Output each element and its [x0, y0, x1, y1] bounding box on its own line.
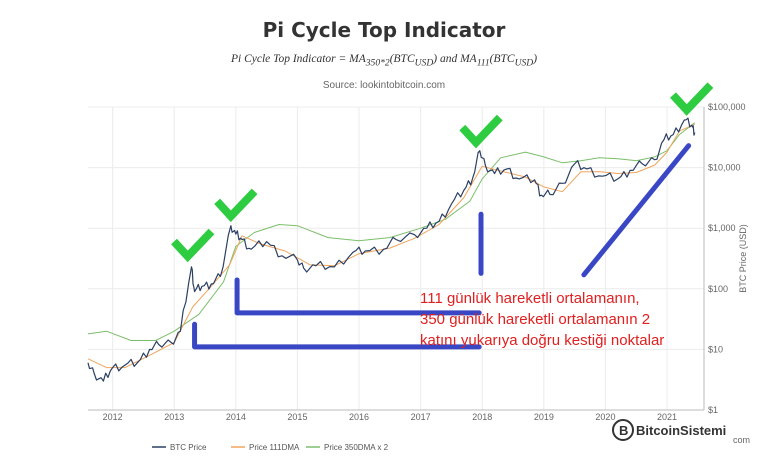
check-icon — [171, 228, 215, 263]
annotation-text: 111 günlük hareketli ortalamanın, 350 gün… — [420, 290, 664, 349]
x-tick-label: 2018 — [472, 412, 492, 422]
y-axis-label-group: BTC Price (USD) — [738, 224, 748, 293]
axes: $1 $10 $100 $1,000 $10,000 $100,000 2012 2013 20… — [88, 102, 746, 422]
legend-label: Price 111DMA — [249, 443, 300, 452]
legend-label: BTC Price — [170, 443, 207, 452]
x-tick-label: 2014 — [226, 412, 246, 422]
pointer-line — [192, 321, 482, 350]
y-tick-label: $100 — [708, 284, 728, 294]
watermark-text: BitcoinSistemi — [636, 423, 726, 438]
annotation-line: 350 günlük hareketli ortalamanın 2 — [420, 311, 650, 328]
x-tick-label: 2016 — [349, 412, 369, 422]
legend-label: Price 350DMA x 2 — [324, 443, 389, 452]
series-line-price-350dma-x2 — [87, 122, 696, 341]
pointer-line — [581, 143, 692, 278]
bitcoin-logo-glyph: B — [619, 423, 628, 438]
x-tick-label: 2015 — [287, 412, 307, 422]
y-tick-label: $1 — [708, 405, 718, 415]
series-line-price-111dma — [87, 123, 696, 369]
annotation-line: katını yukarıya doğru kestiği noktalar — [420, 332, 664, 349]
series-lines — [87, 117, 696, 382]
source-line: Source: lookintobitcoin.com — [322, 80, 446, 91]
watermark-sub: com — [733, 435, 750, 445]
check-icon — [214, 188, 258, 223]
pointer-line — [234, 277, 482, 316]
x-tick-label: 2017 — [411, 412, 431, 422]
watermark: B BitcoinSistemi com — [612, 419, 750, 445]
y-tick-label: $10 — [708, 344, 723, 354]
y-tick-label: $1,000 — [708, 223, 736, 233]
formula-prefix: Pi Cycle Top Indicator = MA350*2(BTCUSD)… — [230, 53, 538, 69]
formula-subtitle: Pi Cycle Top Indicator = MA350*2(BTCUSD)… — [0, 53, 768, 68]
markers — [171, 82, 714, 350]
check-icon — [459, 114, 503, 149]
check-icon — [670, 82, 714, 116]
x-tick-label: 2013 — [164, 412, 184, 422]
y-axis-label: BTC Price (USD) — [738, 224, 748, 293]
bitcoin-logo-icon — [612, 419, 634, 441]
series-line-btc-price — [87, 117, 696, 382]
y-tick-label: $10,000 — [708, 163, 741, 173]
legend: BTC Price Price 111DMA Price 350DMA x 2 — [152, 443, 389, 452]
page-title: Pi Cycle Top Indicator — [262, 18, 506, 42]
y-tick-label: $100,000 — [708, 102, 746, 112]
x-tick-label: 2020 — [595, 412, 615, 422]
x-tick-label: 2019 — [534, 412, 554, 422]
x-tick-label: 2021 — [657, 412, 677, 422]
grid — [88, 106, 704, 411]
x-tick-label: 2012 — [103, 412, 123, 422]
annotation-line: 111 günlük hareketli ortalamanın, — [420, 290, 640, 307]
